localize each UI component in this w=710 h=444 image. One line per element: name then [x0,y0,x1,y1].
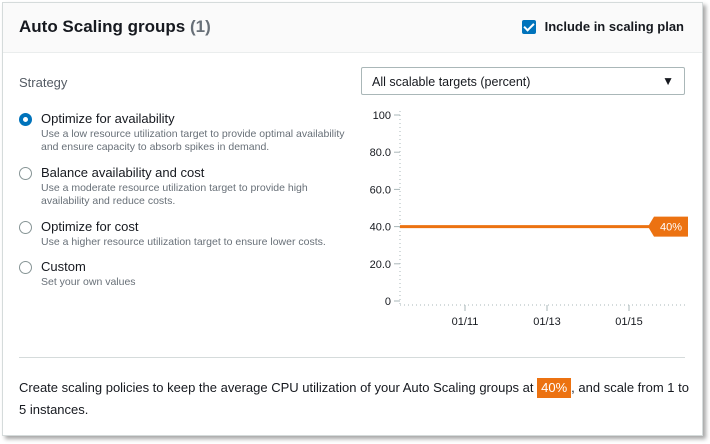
option-description: Use a moderate resource utilization targ… [41,182,308,207]
y-tick-label: 0 [385,296,391,308]
x-tick-label: 01/11 [452,316,479,328]
y-tick-label: 20.0 [370,259,391,271]
x-tick-label: 01/15 [615,316,643,328]
radio-unselected-icon[interactable] [19,221,32,234]
scalable-targets-select[interactable]: All scalable targets (percent) ▼ [361,67,685,95]
caret-down-icon: ▼ [662,74,674,88]
option-title: Optimize for cost [41,219,139,234]
auto-scaling-groups-panel: Auto Scaling groups (1) Include in scali… [2,2,703,436]
option-title: Optimize for availability [41,111,175,126]
panel-header: Auto Scaling groups (1) Include in scali… [3,3,702,53]
panel-title-text: Auto Scaling groups [19,17,186,36]
option-title: Custom [41,259,86,274]
summary-text-end: , and scale from 1 to 5 instances. [19,380,689,417]
include-label: Include in scaling plan [544,19,684,34]
checkbox-checked-icon[interactable] [521,19,536,34]
scaling-summary: Create scaling policies to keep the aver… [19,377,689,421]
include-in-scaling-plan-checkbox[interactable]: Include in scaling plan [521,19,684,34]
option-description: Use a higher resource utilization target… [41,236,326,248]
y-tick-label: 40.0 [370,222,391,234]
option-title: Balance availability and cost [41,165,205,180]
option-description: Set your own values [41,276,136,288]
radio-unselected-icon[interactable] [19,167,32,180]
utilization-target-chart: 100 80.0 60.0 40.0 20.0 0 01/11 01/13 01/15 40% [370,110,688,328]
y-tick-label: 100 [373,110,391,122]
strategy-label: Strategy [19,75,68,90]
y-tick-label: 80.0 [370,147,391,159]
target-marker-badge [648,216,688,237]
radio-unselected-icon[interactable] [19,261,32,274]
x-tick-label: 01/13 [533,316,561,328]
panel-title: Auto Scaling groups (1) [19,17,211,37]
option-description: Use a low resource utilization target to… [41,128,345,153]
target-percent-badge: 40% [537,378,572,398]
summary-text-start: Create scaling policies to keep the aver… [19,380,538,395]
radio-selected-icon[interactable] [19,113,32,126]
y-tick-label: 60.0 [370,184,391,196]
divider [19,357,685,358]
group-count: (1) [189,17,211,36]
select-value: All scalable targets (percent) [372,75,531,89]
target-marker-label: 40% [660,222,682,234]
